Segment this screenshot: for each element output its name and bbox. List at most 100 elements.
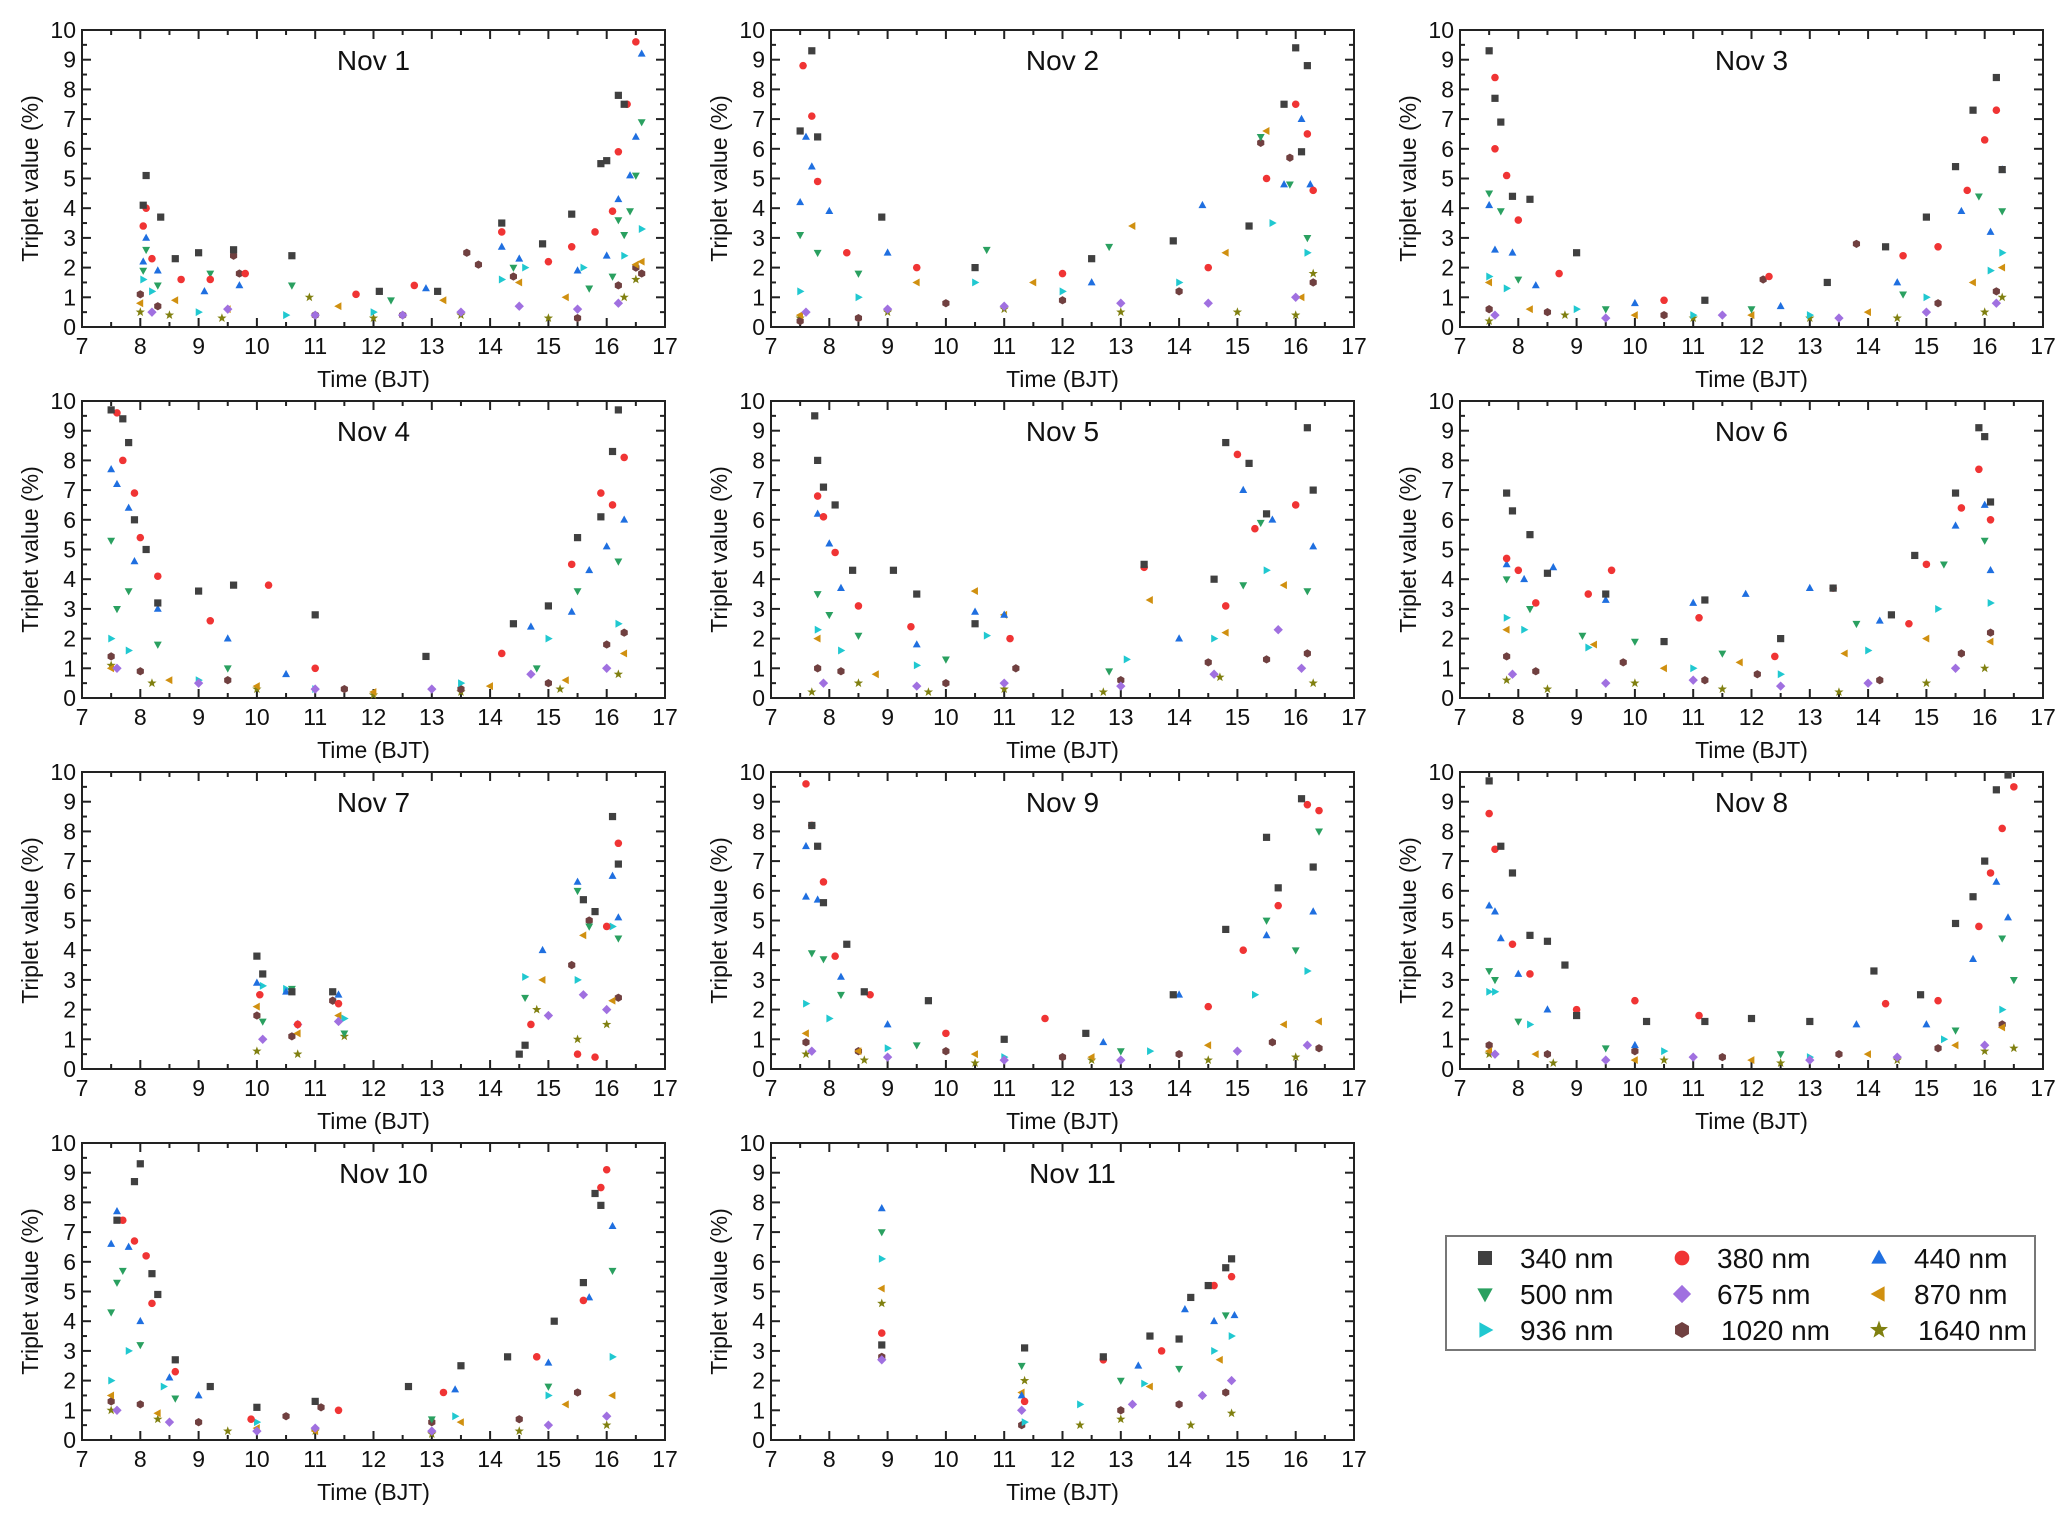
data-point — [1203, 1041, 1212, 1050]
panel-title: Nov 7 — [337, 787, 410, 818]
data-point — [1987, 599, 1995, 607]
x-tick-label: 8 — [134, 1446, 147, 1472]
legend-marker-triangle-down-icon — [1477, 1288, 1493, 1303]
data-point — [889, 566, 898, 574]
data-point — [608, 1391, 616, 1400]
x-tick-label: 8 — [1512, 333, 1525, 359]
data-point — [999, 684, 1009, 694]
data-point — [1747, 1056, 1755, 1065]
data-point — [340, 684, 348, 694]
x-tick-label: 12 — [1739, 333, 1765, 359]
data-point — [615, 619, 623, 628]
data-point — [561, 676, 569, 685]
data-point — [1531, 281, 1540, 289]
data-point — [579, 1278, 587, 1287]
data-point — [1865, 646, 1873, 655]
data-point — [637, 119, 646, 127]
series-675-nm — [112, 1405, 612, 1436]
y-tick-label: 10 — [739, 17, 765, 43]
x-tick-label: 12 — [1050, 704, 1076, 730]
data-point — [1262, 127, 1270, 135]
data-point — [1303, 649, 1311, 658]
data-point — [579, 1296, 588, 1305]
x-tick-label: 15 — [1225, 333, 1251, 359]
x-tick-label: 17 — [2030, 1075, 2056, 1101]
x-tick-label: 7 — [1454, 1075, 1467, 1101]
data-point — [579, 931, 587, 940]
data-point — [526, 622, 535, 630]
data-point — [1514, 216, 1523, 224]
data-point — [1221, 1312, 1230, 1320]
data-point — [1980, 1040, 1990, 1050]
data-point — [1280, 180, 1288, 188]
data-point — [1718, 1052, 1726, 1062]
data-point — [831, 952, 839, 960]
panel-title: Nov 10 — [339, 1158, 428, 1189]
data-point — [1256, 134, 1265, 142]
x-tick-label: 7 — [76, 704, 89, 730]
data-point — [982, 246, 991, 255]
series-500-nm — [139, 119, 646, 305]
data-point — [1543, 569, 1552, 577]
data-point — [1921, 678, 1932, 688]
data-point — [626, 171, 634, 179]
data-point — [1863, 678, 1873, 688]
y-tick-label: 0 — [63, 314, 76, 340]
data-point — [1881, 999, 1890, 1008]
data-point — [515, 1050, 523, 1058]
data-point — [140, 275, 148, 284]
data-point — [912, 640, 921, 648]
series-675-nm — [877, 1355, 1237, 1415]
x-tick-label: 16 — [594, 333, 620, 359]
data-point — [1256, 519, 1265, 528]
data-point — [1922, 634, 1930, 643]
data-point — [1951, 919, 1960, 928]
data-point — [1175, 990, 1184, 998]
x-axis-label: Time (BJT) — [1695, 1108, 1808, 1134]
data-point — [1747, 1014, 1756, 1023]
y-tick-label: 6 — [752, 136, 765, 162]
data-point — [160, 1382, 168, 1391]
x-axis-label: Time (BJT) — [1006, 737, 1119, 763]
data-point — [1986, 637, 1994, 646]
data-point — [1309, 542, 1318, 550]
data-point — [1303, 235, 1312, 243]
data-point — [1309, 186, 1317, 195]
data-point — [597, 513, 605, 521]
data-point — [1934, 996, 1942, 1005]
legend-label: 500 nm — [1520, 1279, 1613, 1310]
data-point — [1957, 504, 1966, 512]
y-tick-label: 7 — [63, 477, 76, 503]
data-point — [1228, 1332, 1236, 1341]
data-point — [1075, 1420, 1085, 1430]
data-point — [1922, 560, 1931, 569]
data-point — [1753, 670, 1761, 679]
ticks — [81, 771, 666, 1070]
data-point — [1968, 278, 1976, 287]
x-tick-label: 15 — [536, 1446, 562, 1472]
y-tick-label: 3 — [1441, 596, 1454, 622]
data-point — [1503, 489, 1511, 497]
data-point — [1304, 248, 1312, 257]
data-point — [106, 660, 116, 670]
data-point — [1981, 857, 1989, 865]
data-point — [1999, 1005, 2007, 1014]
data-point — [1297, 795, 1306, 803]
y-tick-label: 7 — [752, 848, 765, 874]
data-point — [620, 453, 628, 462]
data-point — [329, 988, 337, 996]
data-point — [1532, 599, 1540, 607]
data-point — [1806, 1017, 1814, 1026]
data-point — [107, 1397, 115, 1406]
data-point — [1986, 498, 1995, 506]
series-936-nm — [108, 1346, 617, 1427]
data-point — [1520, 574, 1529, 583]
data-point — [1619, 658, 1627, 667]
data-point — [252, 684, 262, 694]
data-point — [1777, 635, 1785, 643]
y-tick-label: 2 — [752, 1368, 765, 1394]
data-point — [1969, 893, 1977, 901]
